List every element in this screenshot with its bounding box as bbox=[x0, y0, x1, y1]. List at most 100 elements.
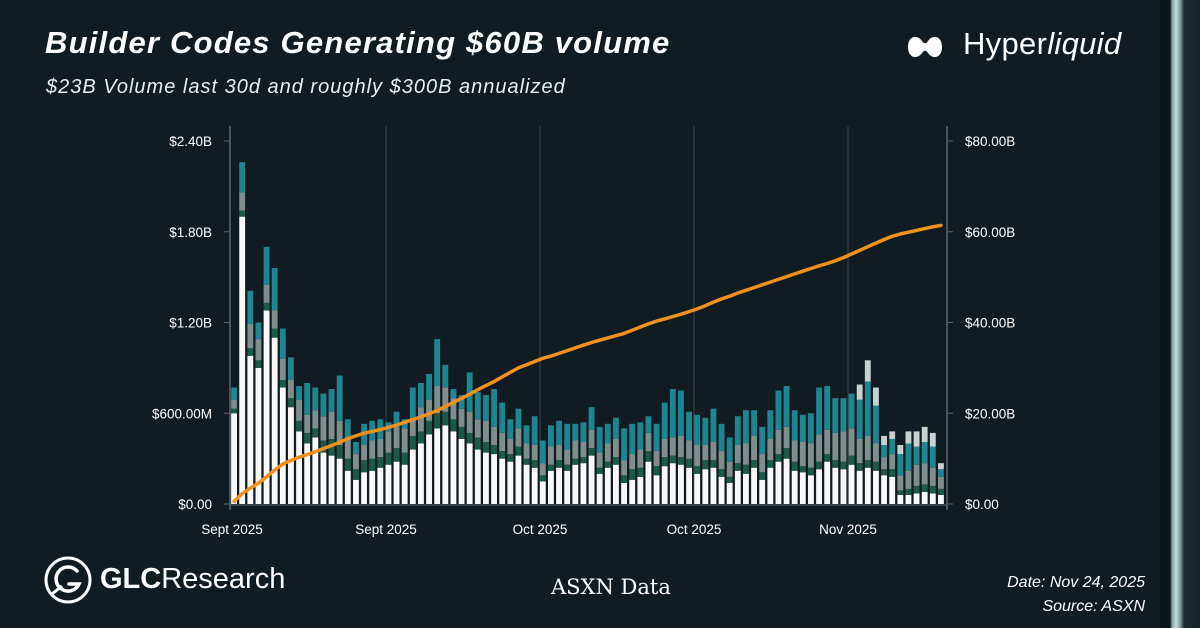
bar-segment-white bbox=[296, 431, 302, 504]
bar-segment-darkgreen bbox=[385, 452, 392, 465]
bar-segment-teal bbox=[426, 373, 432, 400]
bar-segment-gray bbox=[913, 464, 920, 486]
bar-segment-white bbox=[580, 463, 587, 504]
bar-segment-gray bbox=[929, 467, 936, 486]
hyperliquid-wordmark: Hyperliquid bbox=[963, 26, 1122, 61]
bar-segment-teal bbox=[548, 425, 554, 447]
y-left-tick-label: $1.20B bbox=[169, 316, 212, 331]
bar-segment-lightgray bbox=[938, 463, 944, 470]
bar-segment-gray bbox=[401, 428, 408, 453]
bar-segment-gray bbox=[231, 399, 237, 409]
bar-segment-white bbox=[596, 473, 603, 504]
bar-segment-gray bbox=[385, 431, 392, 453]
bar-segment-teal bbox=[718, 423, 725, 452]
bar-segment-white bbox=[572, 464, 579, 504]
bar-segment-white bbox=[832, 467, 839, 504]
bar-segment-darkgreen bbox=[913, 485, 920, 494]
y-left-tick-label: $1.80B bbox=[169, 225, 212, 240]
bar-segment-darkgreen bbox=[409, 435, 416, 450]
bar-segment-white bbox=[255, 367, 262, 505]
bar-segment-teal bbox=[775, 390, 782, 430]
x-tick-label: Nov 2025 bbox=[819, 522, 877, 537]
bar-segment-darkgreen bbox=[840, 461, 847, 470]
bar-segment-darkgreen bbox=[531, 460, 538, 468]
y-axis-right-ticks: $0.00 $20.00B $40.00B $60.00B $80.00B bbox=[947, 134, 1015, 512]
bar-segment-gray bbox=[621, 460, 627, 476]
bar-segment-white bbox=[734, 470, 741, 504]
bar-segment-gray bbox=[491, 426, 497, 446]
bar-segment-gray bbox=[629, 454, 636, 470]
chart-area: $0.00 $600.00M $1.20B $1.80B $2.40B $0.00 $20… bbox=[152, 126, 1015, 537]
bar-segment-gray bbox=[799, 441, 806, 467]
bar-segment-darkgreen bbox=[523, 458, 530, 465]
bar-segment-gray bbox=[710, 441, 717, 461]
source-label: Source: ASXN bbox=[1042, 598, 1145, 615]
bar-segment-white bbox=[564, 470, 571, 504]
bar-segment-white bbox=[808, 475, 814, 504]
bar-segment-gray bbox=[442, 387, 449, 412]
bar-segment-white bbox=[743, 473, 749, 504]
bar-segment-darkgreen bbox=[320, 440, 327, 453]
bar-segment-darkgreen bbox=[613, 457, 619, 465]
y-left-tick-label: $2.40B bbox=[169, 134, 212, 149]
bar-segment-darkgreen bbox=[539, 475, 546, 482]
bar-segment-white bbox=[848, 464, 855, 504]
bar-segment-white bbox=[556, 467, 562, 504]
bar-segment-darkgreen bbox=[743, 464, 749, 474]
bar-segment-white bbox=[426, 434, 432, 504]
bar-segment-teal bbox=[808, 413, 814, 444]
bar-segment-white bbox=[637, 476, 644, 504]
bar-segment-darkgreen bbox=[369, 458, 376, 471]
bar-segment-white bbox=[507, 461, 514, 504]
bar-segment-gray bbox=[686, 440, 692, 459]
bar-segment-white bbox=[856, 470, 863, 504]
bar-segment-white bbox=[694, 473, 701, 504]
bar-segment-gray bbox=[312, 410, 319, 429]
bar-segment-white bbox=[905, 494, 912, 504]
bar-segment-gray bbox=[653, 451, 660, 467]
axes bbox=[229, 126, 948, 510]
bar-segment-teal bbox=[531, 416, 538, 446]
bar-segment-darkgreen bbox=[279, 379, 286, 388]
bar-segment-white bbox=[491, 454, 497, 504]
bar-segment-gray bbox=[848, 428, 855, 456]
glc-wordmark: GLCResearch bbox=[100, 563, 286, 595]
bar-segment-darkgreen bbox=[239, 210, 246, 217]
bar-segment-teal bbox=[247, 290, 254, 325]
bar-segment-gray bbox=[743, 443, 749, 465]
bar-segment-teal bbox=[588, 407, 595, 430]
bar-segment-darkgreen bbox=[759, 472, 766, 480]
bar-segment-darkgreen bbox=[572, 458, 579, 465]
bar-segment-white bbox=[840, 469, 847, 504]
bar-segment-gray bbox=[613, 438, 619, 458]
bar-segment-gray bbox=[239, 192, 246, 211]
bar-segment-white bbox=[336, 458, 343, 505]
bar-segment-gray bbox=[905, 470, 912, 489]
bar-segment-darkgreen bbox=[401, 452, 408, 465]
bar-segment-teal bbox=[669, 389, 676, 438]
bar-segment-teal bbox=[613, 417, 619, 439]
bar-segment-white bbox=[889, 476, 896, 504]
date-label: Date: Nov 24, 2025 bbox=[1007, 574, 1145, 591]
bar-segment-gray bbox=[678, 435, 684, 458]
bar-segment-gray bbox=[304, 414, 311, 433]
bar-segment-teal bbox=[832, 398, 839, 433]
bar-segment-lightgray bbox=[889, 431, 896, 439]
bar-segment-gray bbox=[645, 432, 652, 452]
bar-segment-teal bbox=[604, 423, 611, 444]
bar-segment-darkgreen bbox=[832, 460, 839, 468]
bar-segment-white bbox=[418, 443, 424, 504]
bar-segment-darkgreen bbox=[393, 448, 400, 462]
bar-segment-white bbox=[604, 467, 611, 504]
bar-segment-gray bbox=[450, 398, 457, 420]
bar-segment-gray bbox=[694, 445, 701, 467]
bar-segment-gray bbox=[580, 441, 587, 458]
bar-segment-lightgray bbox=[856, 384, 863, 400]
bar-segment-gray bbox=[775, 429, 782, 455]
bar-segment-teal bbox=[499, 402, 506, 433]
bar-segment-gray bbox=[751, 435, 757, 461]
bar-segment-gray bbox=[637, 449, 644, 468]
bar-segment-teal bbox=[751, 410, 757, 436]
bar-segment-darkgreen bbox=[442, 411, 449, 426]
bar-segment-darkgreen bbox=[580, 457, 587, 464]
